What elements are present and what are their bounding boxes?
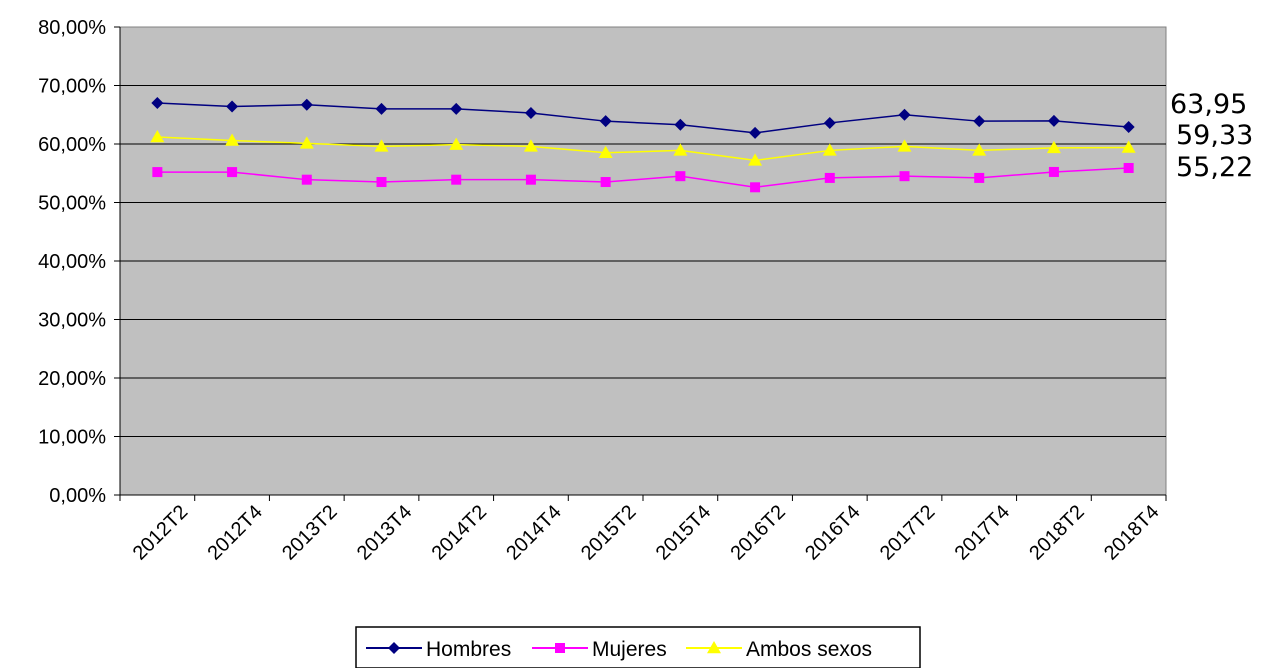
y-tick-label: 70,00% [38, 76, 106, 98]
data-point-mujeres [750, 182, 761, 193]
x-tick-label: 2013T2 [278, 501, 342, 565]
x-tick-label: 2018T2 [1025, 501, 1089, 565]
x-tick-label: 2015T4 [652, 501, 716, 565]
data-point-mujeres [376, 177, 387, 188]
x-tick-label: 2018T4 [1100, 501, 1164, 565]
legend-box [355, 626, 921, 668]
legend-marker-ambos-sexos [707, 641, 721, 654]
data-point-hombres [973, 115, 986, 128]
y-tick-label: 50,00% [38, 193, 106, 215]
legend-item-mujeres: Mujeres [532, 638, 667, 661]
x-tick-label: 2014T4 [502, 501, 566, 565]
data-point-hombres [674, 118, 687, 131]
data-point-mujeres [525, 174, 536, 185]
series-ambos-sexos [150, 129, 1136, 166]
gridlines [120, 85, 1166, 437]
data-point-hombres [226, 100, 239, 113]
series-line-hombres [157, 102, 1129, 134]
x-tick-label: 2013T4 [353, 501, 417, 565]
legend-label-ambos-sexos: Ambos sexos [746, 638, 872, 661]
annotation-mujeres: 55,22 [1176, 152, 1253, 183]
legend-label-hombres: Hombres [426, 638, 511, 661]
value-annotations: 63,95 59,33 55,22 [1170, 89, 1253, 183]
x-tick-label: 2016T4 [801, 501, 865, 565]
legend-label-mujeres: Mujeres [592, 638, 667, 661]
data-point-ambos-sexos [598, 145, 613, 159]
data-point-ambos-sexos [150, 129, 165, 143]
data-point-mujeres [974, 172, 985, 183]
data-point-mujeres [152, 167, 163, 178]
data-point-hombres [524, 106, 537, 119]
series-hombres [151, 97, 1135, 139]
y-tick-label: 60,00% [38, 134, 106, 156]
y-tick-label: 0,00% [49, 485, 106, 507]
data-point-mujeres [899, 171, 910, 182]
x-tick-label: 2014T2 [428, 501, 492, 565]
y-tick-label: 10,00% [38, 427, 106, 449]
y-tick-label: 40,00% [38, 251, 106, 273]
data-point-ambos-sexos [523, 139, 538, 152]
data-point-mujeres [1048, 166, 1059, 177]
data-point-hombres [300, 98, 313, 111]
legend-item-ambos-sexos: Ambos sexos [686, 638, 872, 661]
series-line-mujeres [157, 167, 1129, 189]
data-point-ambos-sexos [374, 139, 389, 152]
data-point-hombres [823, 116, 836, 129]
x-tick-label: 2012T2 [129, 501, 193, 565]
data-point-ambos-sexos [1046, 140, 1061, 154]
series-mujeres [152, 162, 1134, 193]
x-tick-label: 2017T4 [951, 501, 1015, 565]
data-point-hombres [1122, 121, 1135, 134]
data-point-mujeres [301, 174, 312, 185]
data-point-ambos-sexos [972, 143, 987, 156]
annotation-ambos-sexos: 59,33 [1176, 120, 1253, 151]
legend-marker-hombres [388, 642, 400, 654]
annotation-hombres: 63,95 [1170, 89, 1247, 120]
data-point-mujeres [675, 171, 686, 182]
legend-item-hombres: Hombres [366, 638, 511, 661]
data-point-mujeres [227, 167, 238, 178]
x-tick-label: 2016T2 [726, 501, 790, 565]
legend: Hombres Mujeres Ambos sexos [355, 626, 921, 668]
data-point-ambos-sexos [449, 137, 464, 150]
y-axis: 0,00% 10,00% 20,00% 30,00% 40,00% 50,00% 60,00… [38, 17, 121, 507]
data-point-ambos-sexos [897, 139, 912, 152]
data-point-hombres [1047, 114, 1060, 127]
data-point-hombres [151, 97, 164, 110]
x-tick-label: 2012T4 [203, 501, 267, 565]
data-point-ambos-sexos [822, 143, 837, 156]
data-point-mujeres [600, 177, 611, 188]
data-point-mujeres [451, 174, 462, 185]
legend-marker-mujeres [555, 643, 565, 653]
data-point-ambos-sexos [1121, 140, 1136, 153]
data-point-hombres [450, 102, 463, 115]
data-point-hombres [898, 108, 911, 121]
data-point-hombres [375, 102, 388, 115]
data-point-mujeres [1123, 162, 1134, 173]
data-point-hombres [599, 115, 612, 128]
data-point-hombres [749, 126, 762, 139]
data-point-ambos-sexos [673, 143, 688, 156]
data-point-ambos-sexos [748, 153, 763, 166]
x-axis: 2012T2 2012T4 2013T2 2013T4 2014T2 2014T4 2015… [119, 494, 1167, 565]
x-tick-label: 2015T2 [577, 501, 641, 565]
series-group [150, 97, 1136, 193]
y-tick-label: 20,00% [38, 368, 106, 390]
data-point-mujeres [824, 172, 835, 183]
y-tick-label: 80,00% [38, 17, 106, 39]
data-point-ambos-sexos [299, 136, 314, 149]
y-tick-label: 30,00% [38, 310, 106, 332]
x-tick-label: 2017T2 [876, 501, 940, 565]
data-point-ambos-sexos [225, 133, 240, 146]
series-line-ambos-sexos [157, 136, 1129, 162]
